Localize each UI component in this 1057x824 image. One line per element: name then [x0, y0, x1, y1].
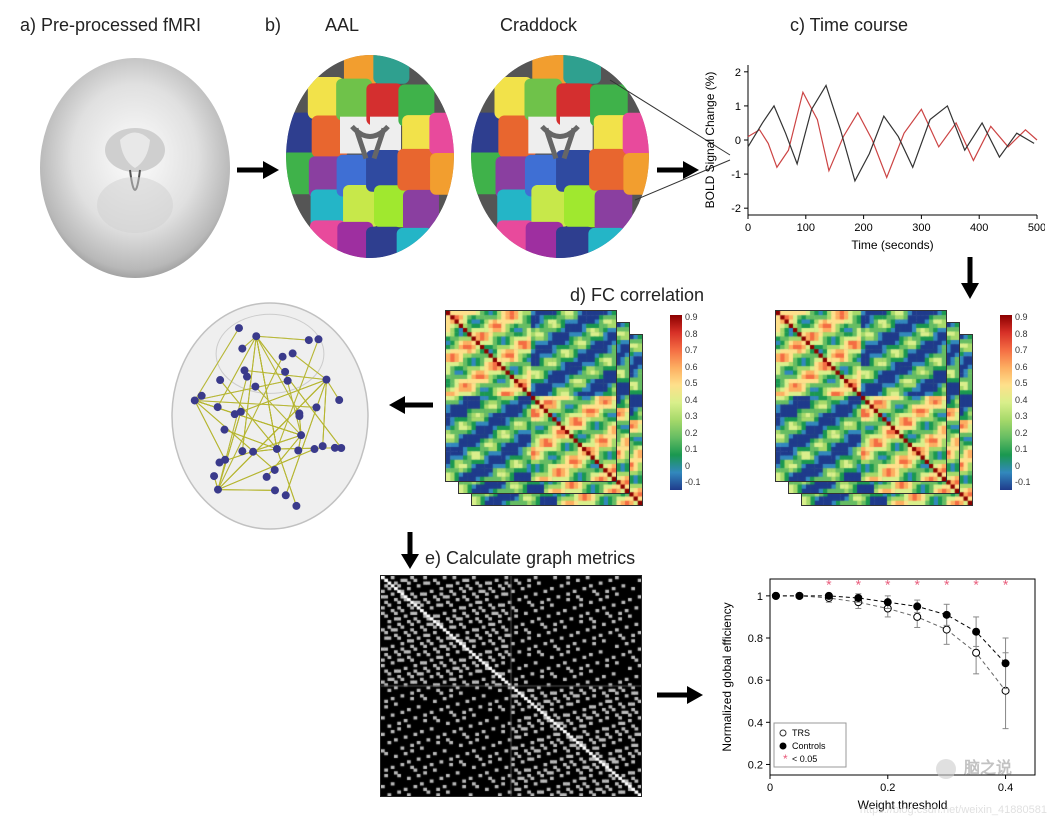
label-d: d) FC correlation [570, 285, 704, 306]
svg-text:*: * [1003, 577, 1009, 593]
svg-text:0: 0 [735, 135, 741, 147]
svg-text:TRS: TRS [792, 728, 810, 738]
fc-stack-right [775, 310, 995, 510]
svg-text:0.8: 0.8 [748, 633, 763, 645]
svg-text:*: * [914, 577, 920, 593]
label-b-aal: AAL [325, 15, 359, 36]
svg-text:-2: -2 [731, 203, 741, 215]
fc-colorbar-left [670, 315, 682, 490]
svg-text:500: 500 [1028, 222, 1045, 234]
svg-text:0.4: 0.4 [748, 717, 763, 729]
svg-text:1: 1 [735, 101, 741, 113]
arrow-b-c [655, 155, 700, 185]
label-b-craddock: Craddock [500, 15, 577, 36]
craddock-parcellation [465, 45, 655, 260]
label-e: e) Calculate graph metrics [425, 548, 635, 569]
svg-text:Time (seconds): Time (seconds) [851, 238, 933, 252]
arrow-e-chart [655, 680, 705, 710]
svg-text:0.2: 0.2 [748, 759, 763, 771]
fmri-brain [30, 50, 240, 285]
fc-stack-left [445, 310, 665, 510]
svg-text:*: * [944, 577, 950, 593]
label-a: a) Pre-processed fMRI [20, 15, 201, 36]
svg-text:0.2: 0.2 [880, 782, 895, 794]
arrow-a-b [235, 155, 280, 185]
timecourse-chart: 0 100 200 300 400 500 -2 -1 0 1 2 Time (seconds) BOL… [700, 55, 1045, 255]
svg-text:*: * [885, 577, 891, 593]
svg-text:0.4: 0.4 [998, 782, 1013, 794]
watermark-url: https://blog.csdn.net/weixin_41880581 [860, 804, 1047, 816]
arrow-d-connectome [385, 390, 435, 420]
svg-text:2: 2 [735, 67, 741, 79]
svg-text:0.6: 0.6 [748, 675, 763, 687]
fc-colorbar-labels-right: 0.90.80.70.60.50.40.30.20.10-0.1 [1015, 312, 1031, 487]
svg-text:*: * [973, 577, 979, 593]
aal-parcellation [280, 45, 460, 260]
connectome-brain [160, 285, 380, 535]
svg-text:*: * [826, 577, 832, 593]
label-c: c) Time course [790, 15, 908, 36]
svg-text:Normalized global efficiency: Normalized global efficiency [720, 602, 734, 751]
svg-text:1: 1 [757, 591, 763, 603]
svg-text:-1: -1 [731, 169, 741, 181]
fc-colorbar-right [1000, 315, 1012, 490]
binary-adjacency-matrix [380, 575, 642, 797]
svg-text:< 0.05: < 0.05 [792, 754, 817, 764]
label-b: b) [265, 15, 281, 36]
svg-text:200: 200 [854, 222, 872, 234]
svg-text:100: 100 [797, 222, 815, 234]
svg-text:Controls: Controls [792, 741, 826, 751]
svg-text:300: 300 [912, 222, 930, 234]
fc-colorbar-labels-left: 0.90.80.70.60.50.40.30.20.10-0.1 [685, 312, 701, 487]
watermark-logo: 脑之说 [936, 754, 1012, 779]
svg-text:0: 0 [767, 782, 773, 794]
svg-text:*: * [783, 752, 788, 766]
svg-text:BOLD Signal Change (%): BOLD Signal Change (%) [703, 72, 717, 209]
svg-text:400: 400 [970, 222, 988, 234]
svg-text:0: 0 [745, 222, 751, 234]
arrow-d-e [395, 530, 425, 570]
svg-text:*: * [856, 577, 862, 593]
arrow-c-d [955, 255, 985, 300]
